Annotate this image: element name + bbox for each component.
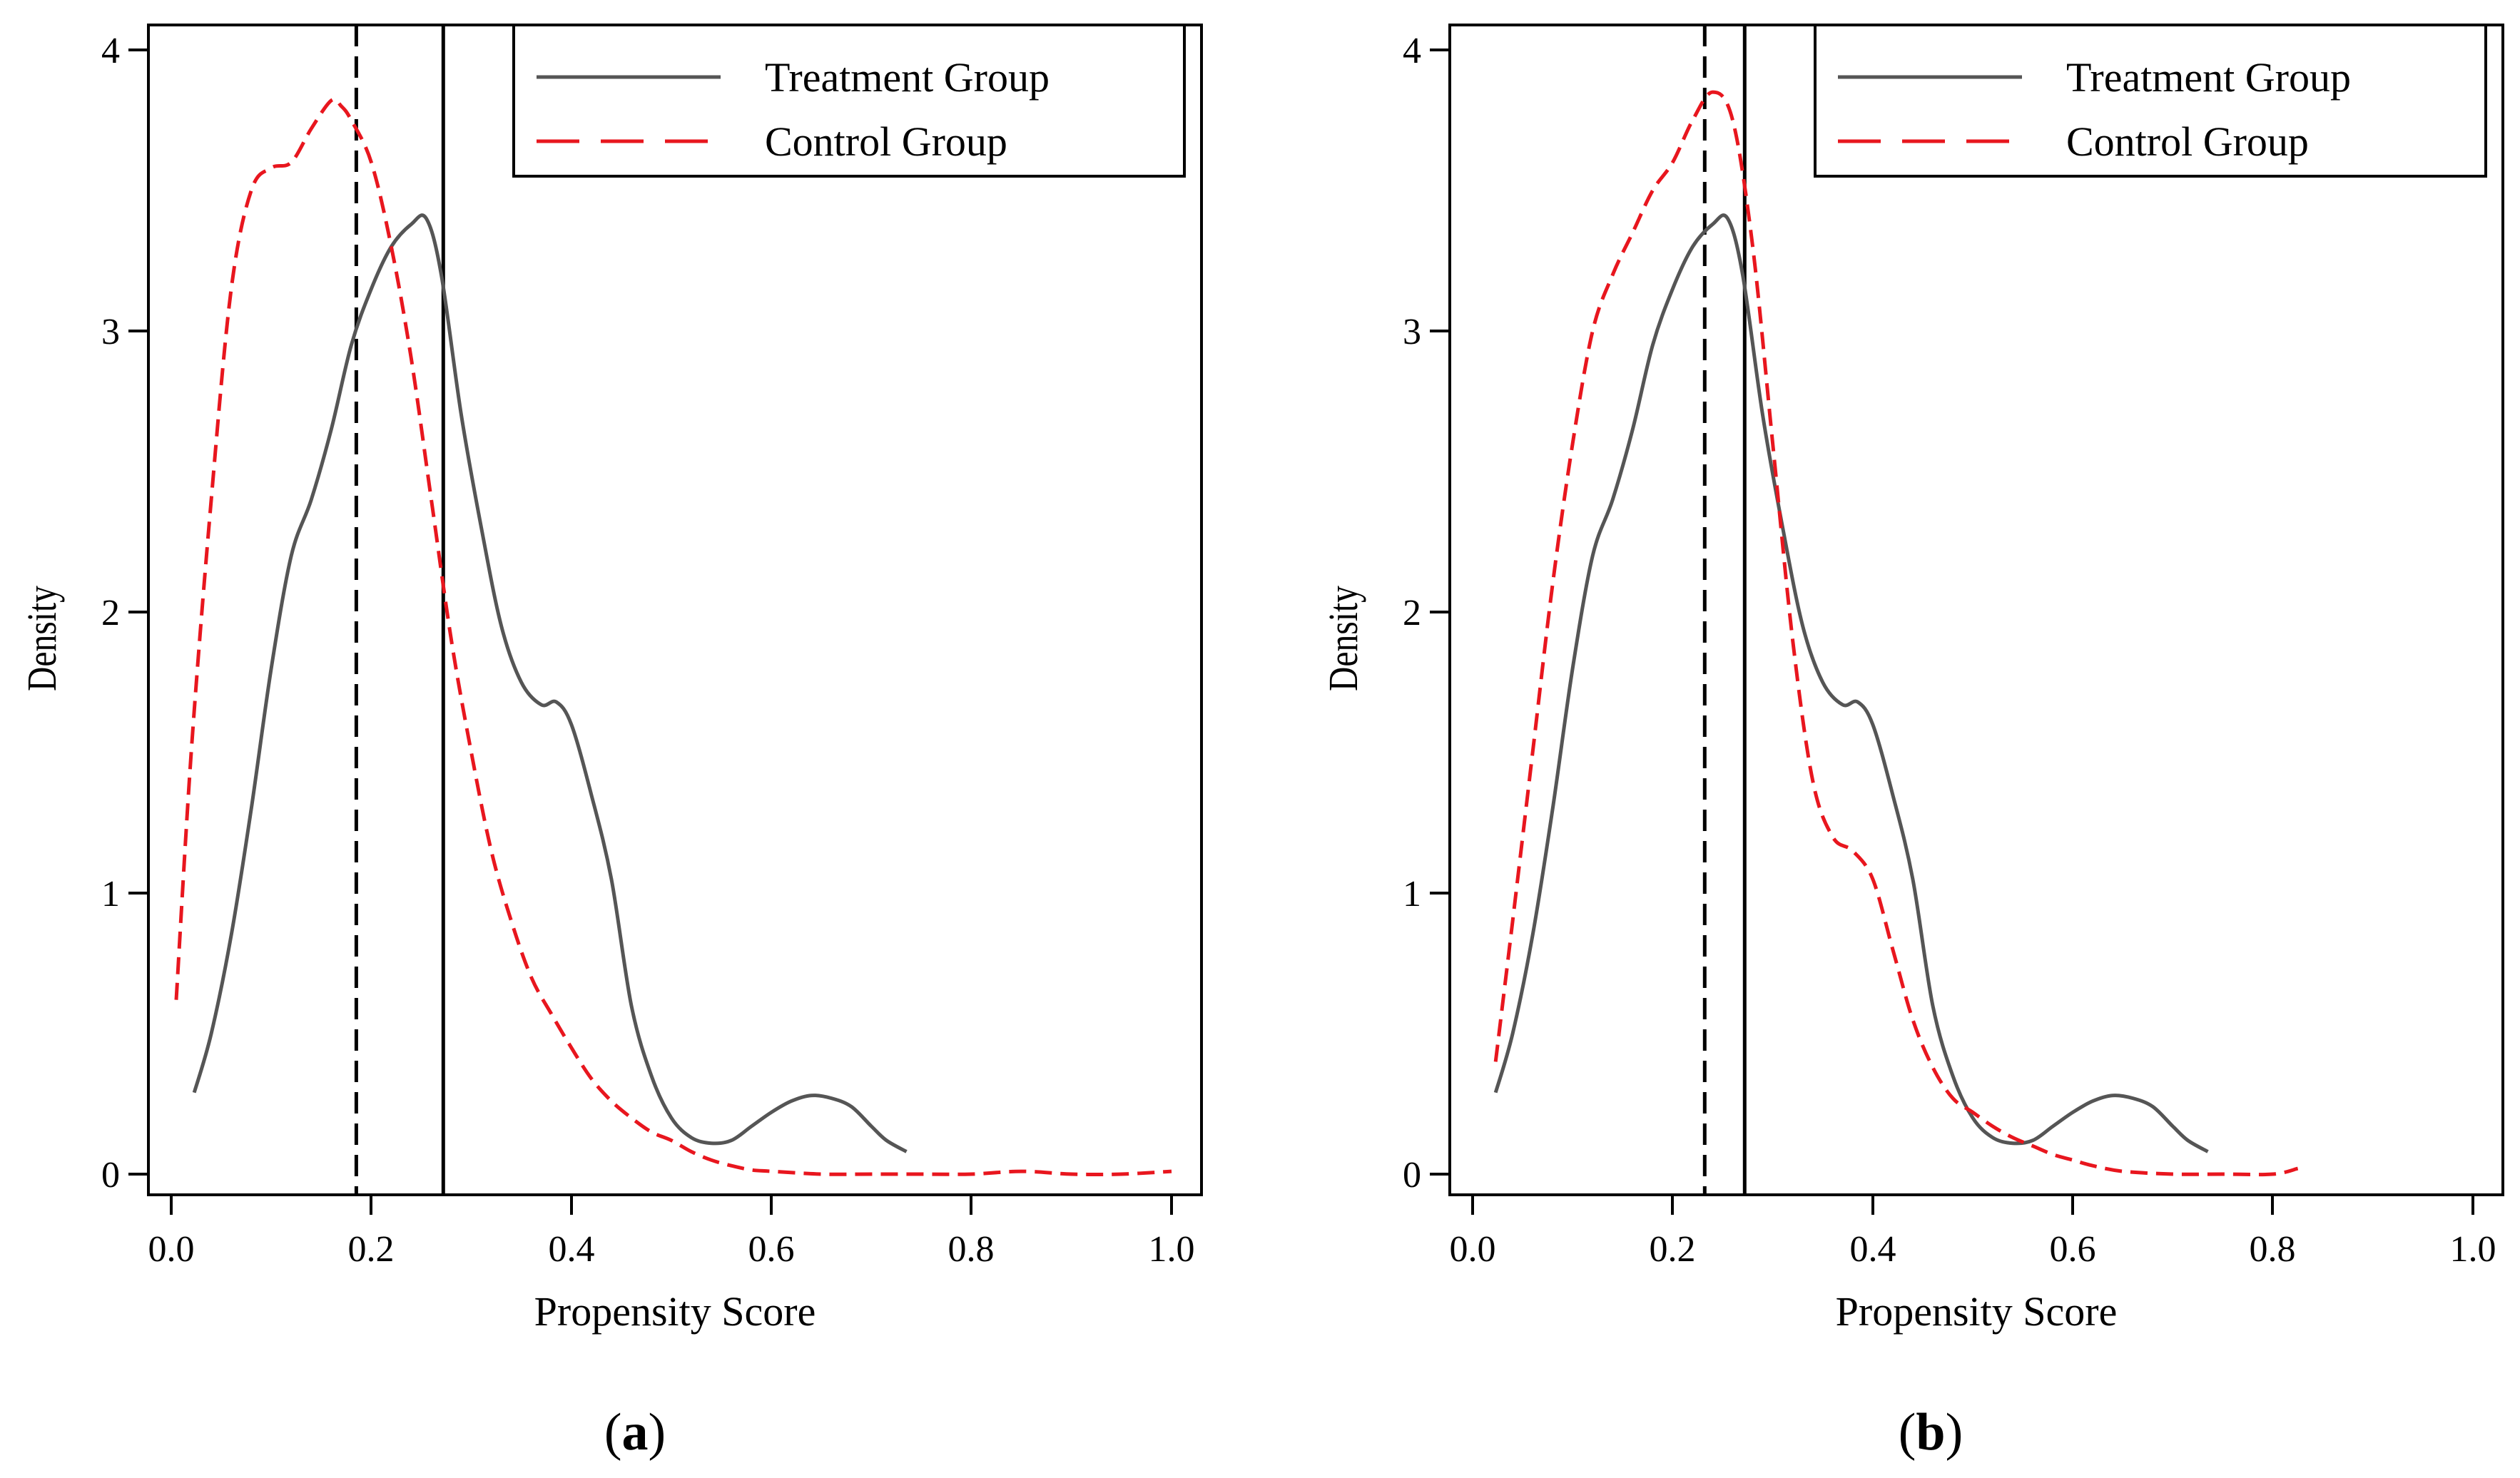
y-tick-label-2: 2 (1403, 593, 1421, 633)
x-axis-label: Propensity Score (1836, 1288, 2118, 1335)
caption-b: (b) (1899, 1403, 1963, 1462)
y-axis-label: Density (20, 586, 65, 691)
legend-label-control-group: Control Group (2066, 118, 2309, 165)
legend: Treatment Group Control Group (1814, 24, 2487, 178)
caption-a: (a) (604, 1403, 666, 1462)
vertical-reference-lines (1702, 25, 1747, 1195)
x-tick-label-1: 0.2 (1650, 1229, 1696, 1270)
series-treatment-group (192, 213, 908, 1153)
x-tick-label-2: 0.4 (1850, 1229, 1896, 1270)
series-treatment-group (1493, 213, 2209, 1153)
y-tick-label-0: 0 (1403, 1155, 1421, 1196)
series-control-group (1493, 90, 2299, 1177)
plot-frame (1448, 24, 2504, 1196)
legend: Treatment Group Control Group (512, 24, 1186, 178)
y-tick-label-1: 1 (101, 874, 120, 914)
legend-box (1814, 24, 2487, 178)
plot-frame (147, 24, 1203, 1196)
y-tick-label-0: 0 (101, 1155, 120, 1196)
y-tick-label-2: 2 (101, 593, 120, 633)
x-axis: 0.0 0.2 0.4 0.6 0.8 1.0 Propensity Score (148, 1195, 1195, 1335)
x-tick-label-0: 0.0 (148, 1229, 195, 1270)
x-tick-label-4: 0.8 (2250, 1229, 2296, 1270)
x-tick-label-2: 0.4 (549, 1229, 595, 1270)
x-axis-label: Propensity Score (534, 1288, 816, 1335)
x-tick-label-5: 1.0 (1149, 1229, 1195, 1270)
x-tick-label-1: 0.2 (348, 1229, 395, 1270)
x-tick-label-0: 0.0 (1450, 1229, 1496, 1270)
x-tick-label-3: 0.6 (748, 1229, 795, 1270)
x-tick-label-5: 1.0 (2450, 1229, 2496, 1270)
vertical-reference-lines (354, 25, 445, 1195)
y-axis: 0 1 2 3 4 Density (1321, 31, 1450, 1196)
legend-label-treatment-group: Treatment Group (765, 54, 1050, 101)
series-lines (174, 97, 1172, 1177)
legend-box (512, 24, 1186, 178)
y-axis-label: Density (1321, 586, 1366, 691)
y-tick-label-1: 1 (1403, 874, 1421, 914)
y-tick-label-3: 3 (1403, 312, 1421, 352)
panel-b: 0 1 2 3 4 Density 0.0 0.2 0.4 0.6 0.8 1.… (1321, 24, 2504, 1462)
caption-b-letter: b (1916, 1403, 1945, 1462)
caption-a-letter: a (622, 1403, 649, 1462)
legend-label-treatment-group: Treatment Group (2066, 54, 2351, 101)
y-tick-label-4: 4 (1403, 31, 1421, 71)
y-axis: 0 1 2 3 4 Density (20, 31, 148, 1196)
legend-label-control-group: Control Group (765, 118, 1007, 165)
y-tick-label-4: 4 (101, 31, 120, 71)
y-tick-label-3: 3 (101, 312, 120, 352)
x-axis: 0.0 0.2 0.4 0.6 0.8 1.0 Propensity Score (1450, 1195, 2496, 1335)
series-control-group (174, 97, 1172, 1177)
series-lines (1493, 90, 2299, 1177)
x-tick-label-4: 0.8 (948, 1229, 995, 1270)
x-tick-label-3: 0.6 (2050, 1229, 2096, 1270)
panel-a: 0 1 2 3 4 Density 0.0 0.2 0.4 0.6 0.8 1.… (20, 24, 1203, 1462)
